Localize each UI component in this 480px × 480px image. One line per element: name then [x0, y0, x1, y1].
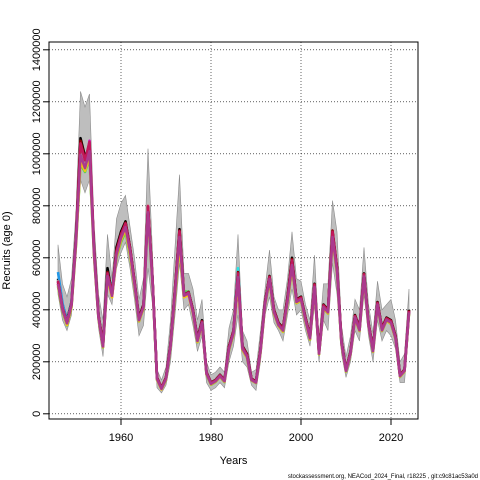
y-tick-label: 800000	[31, 187, 43, 224]
y-tick-label: 200000	[31, 343, 43, 380]
grid-lines	[49, 42, 418, 419]
x-tick-label: 1960	[109, 432, 133, 444]
y-axis-ticks: 0 200000 400000 600000 800000 1000000 1200000 1…	[31, 28, 49, 417]
x-axis-ticks: 1960 1980 2000 2020	[109, 419, 403, 444]
confidence-band-area	[57, 91, 410, 394]
x-axis-title: Years	[220, 455, 248, 467]
x-tick-label: 2000	[289, 432, 313, 444]
y-tick-label: 1400000	[31, 28, 43, 71]
y-tick-label: 1200000	[31, 80, 43, 123]
series-lines	[56, 136, 411, 391]
series-line-11	[56, 149, 411, 391]
y-tick-label: 600000	[31, 239, 43, 276]
y-tick-label: 1000000	[31, 132, 43, 175]
source-caption: stockassessment.org, NEACod_2024_Final, …	[288, 474, 478, 480]
x-tick-label: 1980	[199, 432, 223, 444]
y-tick-label: 0	[31, 411, 43, 417]
confidence-band	[57, 91, 410, 394]
y-tick-label: 400000	[31, 291, 43, 328]
x-tick-label: 2020	[379, 432, 403, 444]
plot-frame	[48, 41, 419, 420]
y-axis-title: Recruits (age 0)	[1, 211, 13, 289]
